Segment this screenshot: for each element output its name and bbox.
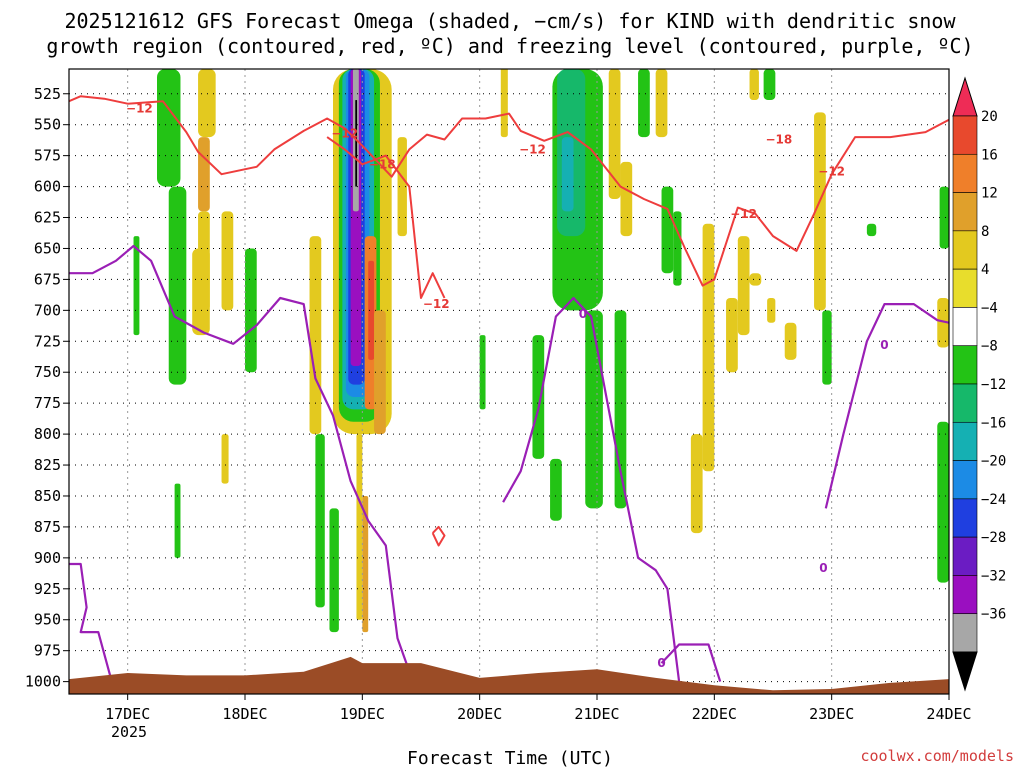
freezing-level-contour-d xyxy=(69,562,112,676)
chart-title-line-2: growth region (contoured, red, ºC) and f… xyxy=(46,34,973,58)
colorbar-label: −36 xyxy=(981,607,1006,623)
colorbar-label: −24 xyxy=(981,492,1006,508)
colorbar-label: −8 xyxy=(981,339,998,355)
contour-label: −12 xyxy=(818,165,845,179)
freezing-level-contour-e xyxy=(660,643,722,682)
x-tick-label: 18DEC xyxy=(222,705,267,723)
y-tick-label: 900 xyxy=(34,549,61,567)
colorbar-label: −32 xyxy=(981,568,1006,584)
x-tick-label: 19DEC xyxy=(340,705,385,723)
colorbar-band xyxy=(952,345,978,385)
y-tick-label: 725 xyxy=(34,332,61,350)
colorbar-band xyxy=(952,383,978,423)
colorbar-label: −4 xyxy=(981,300,998,316)
x-tick-label: 24DEC xyxy=(926,705,971,723)
x-tick-label: 20DEC xyxy=(457,705,502,723)
y-tick-label: 875 xyxy=(34,518,61,536)
colorbar-label: 4 xyxy=(981,262,989,278)
colorbar-band xyxy=(952,115,978,155)
colorbar-band xyxy=(952,536,978,576)
credit-text: coolwx.com/models xyxy=(860,747,1014,765)
colorbar-label: 20 xyxy=(981,109,998,125)
y-tick-label: 625 xyxy=(34,209,61,227)
colorbar-band xyxy=(952,498,978,538)
colorbar-band xyxy=(952,230,978,270)
x-tick-label: 21DEC xyxy=(574,705,619,723)
colorbar-band xyxy=(952,153,978,193)
contour-label: 0 xyxy=(657,656,665,670)
x-tick-label: 17DEC xyxy=(105,705,150,723)
y-tick-label: 775 xyxy=(34,394,61,412)
x-axis-ticks: 17DEC 18DEC 19DEC 20DEC 21DEC 22DEC 23DEC 24DEC xyxy=(105,694,972,723)
contour-label: −12 xyxy=(126,102,153,116)
y-tick-label: 925 xyxy=(34,580,61,598)
colorbar-label: −12 xyxy=(981,377,1006,393)
colorbar-band xyxy=(952,268,978,308)
contour-labels: −12 −12 −18 −12 −12 −12 −18 −12 0 0 0 0 xyxy=(126,102,889,670)
y-tick-label: 1000 xyxy=(25,673,61,691)
colorbar-band xyxy=(952,575,978,615)
chart-title-line-1: 2025121612 GFS Forecast Omega (shaded, −… xyxy=(64,9,956,33)
x-tick-label: 22DEC xyxy=(692,705,737,723)
colorbar-band xyxy=(952,613,978,653)
colorbar-bottom-arrow xyxy=(952,651,978,692)
colorbar-band xyxy=(952,460,978,500)
contour-label: −12 xyxy=(730,207,757,221)
y-tick-label: 700 xyxy=(34,301,61,319)
grid-lines xyxy=(69,69,949,694)
colorbar-label: 12 xyxy=(981,186,998,202)
contour-label: 0 xyxy=(880,338,888,352)
y-tick-label: 525 xyxy=(34,85,61,103)
plot-area: −12 −12 −18 −12 −12 −12 −18 −12 0 0 0 0 xyxy=(69,69,949,694)
colorbar-label: −28 xyxy=(981,530,1006,546)
contour-label: −18 xyxy=(369,157,396,171)
dgz-contour-small-ring xyxy=(431,525,446,547)
y-tick-label: 650 xyxy=(34,239,61,257)
y-tick-label: 825 xyxy=(34,456,61,474)
y-tick-label: 675 xyxy=(34,270,61,288)
dgz-contour-minus18 xyxy=(326,136,446,299)
colorbar-label: 8 xyxy=(981,224,989,240)
contours xyxy=(69,95,949,689)
freezing-level-contour-c xyxy=(824,303,949,509)
contour-label: −18 xyxy=(765,133,792,147)
y-tick-label: 600 xyxy=(34,178,61,196)
y-tick-label: 850 xyxy=(34,487,61,505)
freezing-level-contour-b xyxy=(502,296,681,682)
colorbar: 20 16 12 8 4 −4 −8 −12 −16 −20 −24 −28 −32 −36 xyxy=(952,76,1006,692)
y-tick-label: 575 xyxy=(34,147,61,165)
y-tick-label: 950 xyxy=(34,611,61,629)
plot-background xyxy=(69,69,949,694)
contour-label: 0 xyxy=(819,561,827,575)
contour-label: 0 xyxy=(579,307,587,321)
x-axis-label: Forecast Time (UTC) xyxy=(407,748,613,768)
colorbar-label: −16 xyxy=(981,415,1006,431)
y-tick-label: 975 xyxy=(34,642,61,660)
y-tick-label: 550 xyxy=(34,116,61,134)
x-axis-year-label: 2025 xyxy=(111,723,147,741)
y-tick-label: 800 xyxy=(34,425,61,443)
colorbar-band xyxy=(952,192,978,232)
colorbar-label: −20 xyxy=(981,454,1006,470)
colorbar-band xyxy=(952,421,978,461)
dgz-contour-minus12 xyxy=(69,95,949,287)
x-tick-label: 23DEC xyxy=(809,705,854,723)
colorbar-top-arrow xyxy=(952,76,978,117)
contour-label: −12 xyxy=(423,297,450,311)
colorbar-band xyxy=(952,307,978,347)
plot-frame xyxy=(68,68,950,695)
contour-label: −12 xyxy=(331,126,358,140)
colorbar-label: 16 xyxy=(981,147,998,163)
contour-label: −12 xyxy=(519,142,546,156)
terrain-surface xyxy=(69,656,949,694)
freezing-level-contour-a xyxy=(69,244,417,689)
y-tick-label: 750 xyxy=(34,363,61,381)
y-axis-ticks: 525 550 575 600 625 650 675 700 725 750 775 800 825 8… xyxy=(25,85,69,691)
